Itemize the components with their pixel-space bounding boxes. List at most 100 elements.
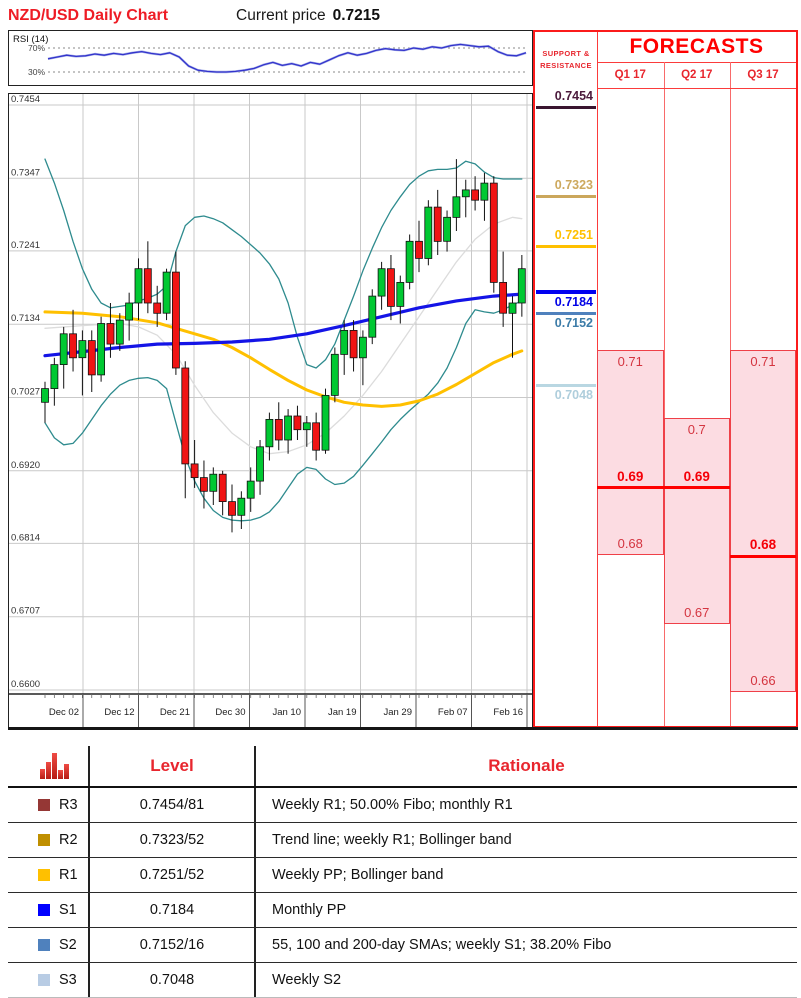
candle <box>415 220 423 273</box>
support-resistance-header: SUPPORT & RESISTANCE <box>540 49 592 70</box>
forecast-box-q2: 0.7 0.69 0.67 <box>663 418 730 624</box>
candle <box>97 316 105 382</box>
x-axis-label: Jan 19 <box>328 707 357 718</box>
candle <box>349 320 358 372</box>
candle <box>293 405 302 440</box>
candle <box>330 347 339 403</box>
candle <box>508 296 517 358</box>
candle <box>256 440 264 495</box>
bar <box>58 770 63 779</box>
candle <box>499 251 508 327</box>
candle <box>41 381 49 423</box>
y-axis-label: 0.6707 <box>11 606 40 617</box>
level-swatch-R1 <box>38 869 50 881</box>
rationale-cell: Weekly PP; Bollinger band <box>272 867 444 883</box>
bollinger-upper-line <box>44 158 523 369</box>
candle <box>274 402 283 451</box>
forecast-mid-value: 0.69 <box>683 468 710 484</box>
sr-label-R2: 0.7323 <box>554 178 593 193</box>
y-axis-label: 0.7134 <box>11 313 40 324</box>
x-axis-label: Feb 07 <box>438 707 468 718</box>
rsi-threshold-label: 30% <box>28 67 45 77</box>
sr-label-S1: 0.7184 <box>554 294 593 309</box>
sr-line-S3 <box>536 383 596 387</box>
candle <box>190 440 199 488</box>
y-axis-label: 0.6920 <box>11 460 40 471</box>
candlestick-chart: 0.7454 0.7347 0.7241 0.7134 0.7027 0.6920 0.68… <box>8 93 533 728</box>
x-axis-label: Jan 10 <box>272 707 301 718</box>
level-id-cell: R1 <box>8 858 90 892</box>
forecast-bottom-value: 0.66 <box>750 673 776 688</box>
level-id: S3 <box>59 972 77 988</box>
level-swatch-S1 <box>38 904 50 916</box>
candle <box>517 255 526 317</box>
level-id-cell: S1 <box>8 893 90 927</box>
y-axis-label: 0.7241 <box>11 240 40 251</box>
rsi-line <box>47 43 527 73</box>
candle <box>358 330 367 386</box>
rationale-cell: Weekly R1; 50.00% Fibo; monthly R1 <box>272 797 513 813</box>
chart-title: NZD/USD Daily Chart <box>8 7 169 24</box>
y-axis-label: 0.7347 <box>11 167 40 178</box>
rsi-threshold-label: 70% <box>28 43 45 53</box>
candle <box>424 200 433 266</box>
level-value-cell: 0.7184 <box>90 893 256 927</box>
level-id-cell: R3 <box>8 788 90 822</box>
sr-line-R1 <box>536 244 596 248</box>
candle <box>480 172 489 221</box>
level-id: R3 <box>59 797 78 813</box>
level-id: S2 <box>59 937 77 953</box>
level-id-cell: R2 <box>8 823 90 857</box>
sr-line-R3 <box>536 105 596 109</box>
candle <box>162 268 171 321</box>
header: NZD/USD Daily Chart Current price 0.7215 <box>8 4 798 28</box>
forecast-panel: SUPPORT & RESISTANCE FORECASTS Q1 17 Q2 1… <box>533 30 798 728</box>
level-column-header: Level <box>90 746 256 786</box>
level-value-cell: 0.7251/52 <box>90 858 256 892</box>
rsi-label: RSI (14) <box>13 34 48 45</box>
x-axis-label: Dec 21 <box>160 707 190 718</box>
figure-bottom-border <box>8 727 798 730</box>
candle <box>377 261 386 310</box>
candle <box>153 285 162 327</box>
candle <box>59 326 68 389</box>
level-id-cell: S3 <box>8 963 90 997</box>
candle <box>386 255 395 321</box>
table-header-row: Level Rationale <box>8 746 797 788</box>
sr-line-S1 <box>536 289 596 294</box>
table-row-R3: R3 0.7454/81 Weekly R1; 50.00% Fibo; mon… <box>8 788 797 823</box>
rationale-column-header: Rationale <box>488 756 565 775</box>
x-axis-label: Feb 16 <box>493 707 523 718</box>
quarter-divider <box>663 62 665 726</box>
candle <box>237 491 246 529</box>
sr-label-R1: 0.7251 <box>554 227 593 242</box>
candle <box>143 241 152 314</box>
level-value-cell: 0.7152/16 <box>90 928 256 962</box>
forecast-top-value: 0.71 <box>750 353 776 369</box>
y-axis-label: 0.7027 <box>11 386 40 397</box>
rationale-cell: Monthly PP <box>272 902 347 918</box>
rsi-border <box>8 30 533 86</box>
candle <box>228 484 236 533</box>
current-price-value: 0.7215 <box>332 7 381 24</box>
x-axis-label: Jan 29 <box>383 707 412 718</box>
table-corner-cell <box>8 746 90 786</box>
table-row-S2: S2 0.7152/16 55, 100 and 200-day SMAs; w… <box>8 928 797 963</box>
candle <box>312 412 321 461</box>
x-axis-label: Dec 30 <box>215 707 245 718</box>
candle <box>461 179 470 218</box>
candle <box>209 467 218 505</box>
x-axis-label: Dec 02 <box>49 707 79 718</box>
table-row-R2: R2 0.7323/52 Trend line; weekly R1; Boll… <box>8 823 797 858</box>
forecast-mid-line <box>597 486 664 489</box>
sma-blue-line <box>43 292 524 358</box>
level-value-cell: 0.7454/81 <box>90 788 256 822</box>
x-axis-label: Dec 12 <box>104 707 134 718</box>
candle <box>340 320 349 375</box>
candle <box>405 234 414 290</box>
candle <box>443 210 452 252</box>
candle <box>452 159 461 231</box>
quarter-header-1: Q1 17 <box>597 62 664 89</box>
forecast-mid-line <box>663 486 730 489</box>
